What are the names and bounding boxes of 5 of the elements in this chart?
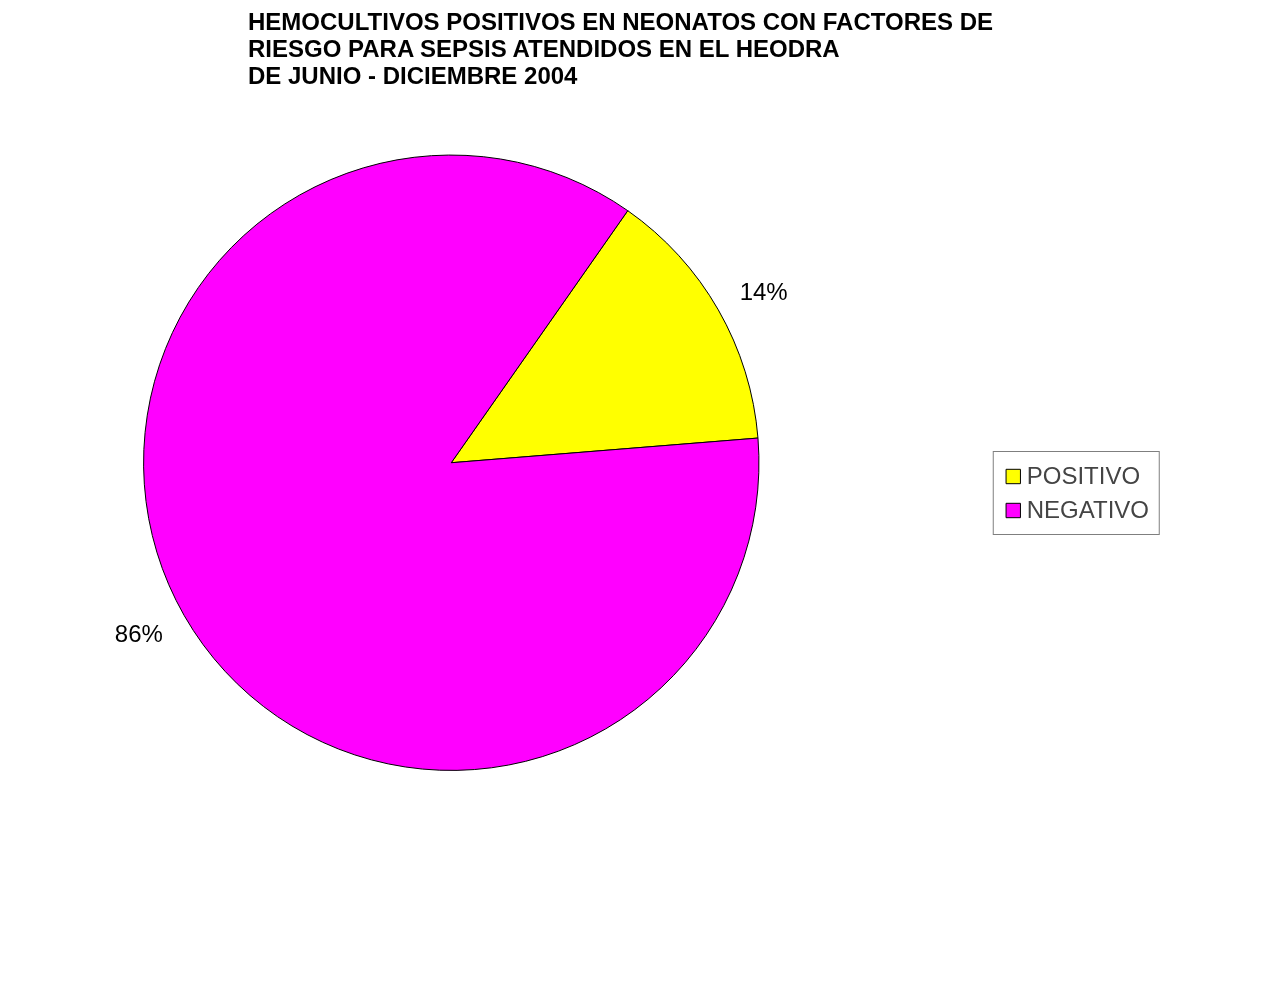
chart-title: HEMOCULTIVOS POSITIVOS EN NEONATOS CON FACTORES DE RIESGO PARA SEPSIS ATENDIDOS EN EL HEODRA DE JUNIO - DICIEMBRE 2004 [248, 7, 993, 89]
data-label: 14% [739, 277, 788, 305]
data-label: 86% [114, 620, 163, 648]
legend-label: POSITIVO [1026, 462, 1141, 490]
legend-label: NEGATIVO [1026, 496, 1149, 524]
